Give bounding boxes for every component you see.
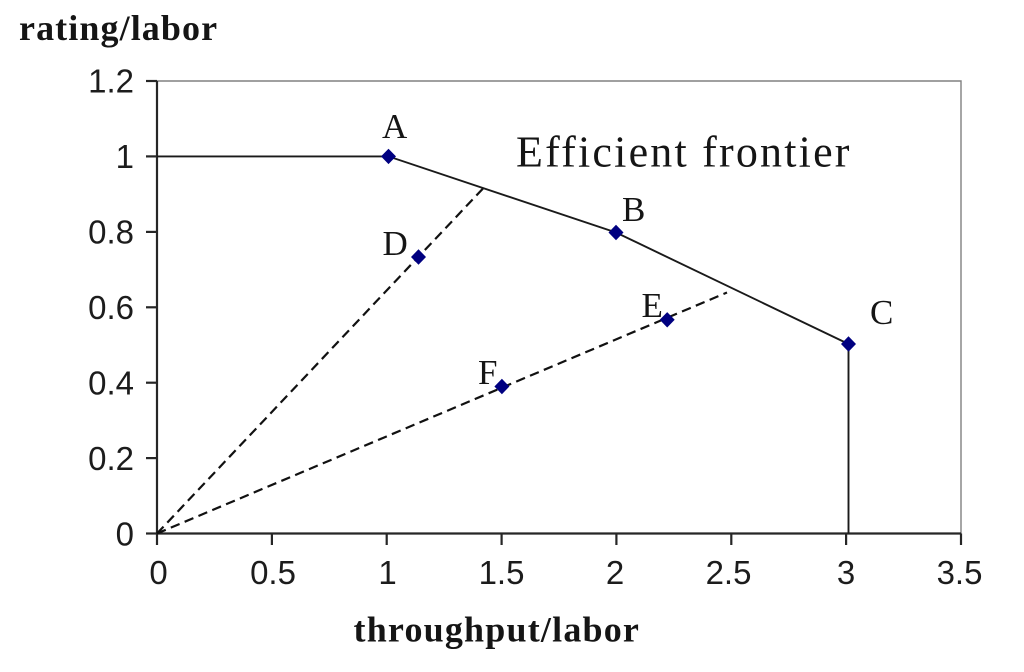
svg-text:Efficient frontier: Efficient frontier (516, 128, 852, 177)
svg-text:2: 2 (606, 554, 624, 591)
svg-text:0.6: 0.6 (88, 289, 134, 326)
svg-text:0.8: 0.8 (88, 214, 134, 251)
svg-text:0: 0 (149, 554, 167, 591)
svg-text:0.4: 0.4 (88, 365, 134, 402)
svg-text:C: C (870, 293, 893, 332)
svg-text:A: A (382, 107, 408, 146)
svg-text:0: 0 (116, 516, 134, 553)
svg-text:rating/labor: rating/labor (19, 8, 218, 48)
svg-text:3: 3 (837, 554, 855, 591)
svg-text:1.2: 1.2 (88, 63, 134, 100)
svg-text:throughput/labor: throughput/labor (354, 610, 641, 650)
svg-text:1: 1 (378, 554, 396, 591)
svg-text:B: B (622, 190, 645, 229)
svg-text:1: 1 (116, 138, 134, 175)
svg-text:E: E (642, 286, 663, 325)
svg-text:0.2: 0.2 (88, 440, 134, 477)
svg-text:3.5: 3.5 (937, 554, 983, 591)
svg-text:F: F (478, 353, 497, 392)
svg-text:2.5: 2.5 (706, 554, 752, 591)
svg-text:0.5: 0.5 (250, 554, 296, 591)
svg-text:1.5: 1.5 (479, 554, 525, 591)
svg-text:D: D (383, 224, 408, 263)
